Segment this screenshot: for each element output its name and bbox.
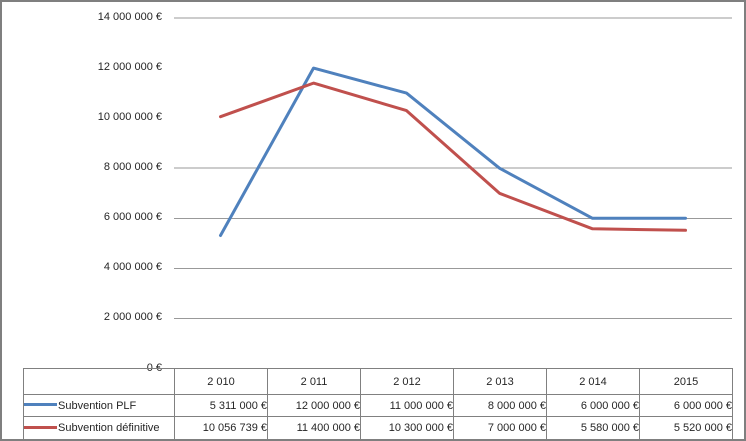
value-subvention-d-finitive-2-012: 10 300 000 € bbox=[360, 416, 454, 439]
series-line-subvention-plf bbox=[219, 66, 687, 237]
y-axis-tick-label-2000000: 2 000 000 € bbox=[103, 311, 162, 324]
value-subvention-d-finitive-2-014: 5 580 000 € bbox=[546, 416, 640, 439]
y-axis-tick-label-4000000: 4 000 000 € bbox=[103, 261, 162, 274]
value-subvention-d-finitive-2-011: 11 400 000 € bbox=[267, 416, 361, 439]
legend-key-subvention-d-finitive bbox=[24, 425, 57, 429]
legend-cell-subvention-d-finitive: Subvention définitive bbox=[23, 416, 175, 439]
value-subvention-d-finitive-2-013: 7 000 000 € bbox=[453, 416, 547, 439]
series-name-subvention-d-finitive: Subvention définitive bbox=[58, 422, 160, 434]
table-row-subvention-d-finitive: Subvention définitive 10 056 739 €11 400 … bbox=[23, 416, 733, 439]
legend-cell-subvention-plf: Subvention PLF bbox=[23, 394, 175, 417]
value-subvention-plf-2-014: 6 000 000 € bbox=[546, 394, 640, 417]
table-row-subvention-plf: Subvention PLF 5 311 000 €12 000 000 €11 … bbox=[23, 394, 733, 417]
value-subvention-plf-2-013: 8 000 000 € bbox=[453, 394, 547, 417]
series-line-subvention-d-finitive bbox=[219, 81, 687, 232]
category-label-2-011: 2 011 bbox=[267, 368, 361, 395]
value-subvention-plf-2-010: 5 311 000 € bbox=[174, 394, 268, 417]
series-name-subvention-plf: Subvention PLF bbox=[58, 399, 137, 412]
y-axis-tick-label-14000000: 14 000 000 € bbox=[97, 11, 162, 23]
category-label-2-014: 2 014 bbox=[546, 368, 640, 395]
legend-key-subvention-plf bbox=[24, 403, 57, 407]
category-label-2015: 2015 bbox=[639, 368, 733, 395]
value-subvention-plf-2-012: 11 000 000 € bbox=[360, 394, 454, 417]
y-axis-tick-label-10000000: 10 000 000 € bbox=[97, 111, 162, 124]
value-subvention-d-finitive-2-010: 10 056 739 € bbox=[174, 416, 268, 439]
value-subvention-plf-2-011: 12 000 000 € bbox=[267, 394, 361, 417]
y-axis-tick-label-8000000: 8 000 000 € bbox=[103, 161, 162, 174]
y-axis-tick-label-6000000: 6 000 000 € bbox=[103, 211, 162, 224]
value-subvention-plf-2015: 6 000 000 € bbox=[639, 394, 733, 417]
category-label-2-012: 2 012 bbox=[360, 368, 454, 395]
value-subvention-d-finitive-2015: 5 520 000 € bbox=[639, 416, 733, 439]
table-corner-cell bbox=[23, 368, 175, 395]
table-header-row: 2 010 2 011 2 012 2 013 2 014 2015 bbox=[23, 368, 733, 395]
category-label-2-013: 2 013 bbox=[453, 368, 547, 395]
y-axis-tick-label-12000000: 12 000 000 € bbox=[97, 61, 162, 74]
category-label-2-010: 2 010 bbox=[174, 368, 268, 395]
chart-data-table: 2 010 2 011 2 012 2 013 2 014 2015 Subvention … bbox=[23, 368, 733, 439]
